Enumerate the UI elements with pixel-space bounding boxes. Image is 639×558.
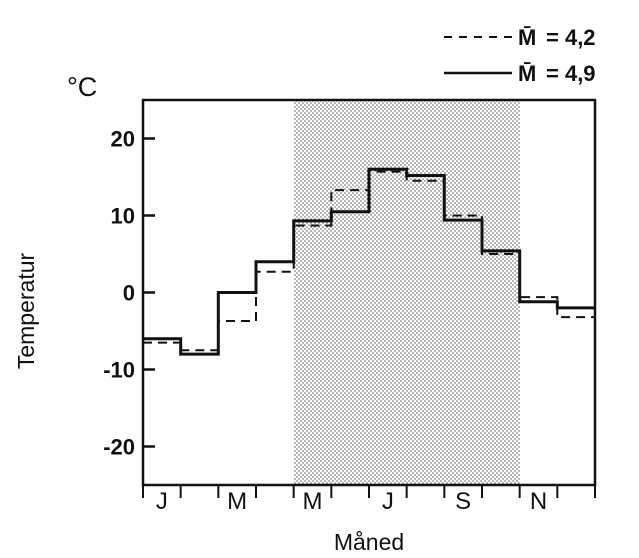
x-tick-label: M	[303, 488, 323, 515]
y-tick-label: 20	[111, 127, 135, 152]
unit-label: °C	[67, 72, 97, 102]
x-tick-label: J	[382, 488, 394, 515]
shaded-season-band	[293, 100, 520, 485]
y-tick-label: -10	[103, 358, 135, 383]
legend-value-dashed: = 4,2	[546, 25, 596, 50]
x-axis-title: Måned	[334, 529, 404, 555]
y-tick-label: 0	[123, 281, 135, 306]
x-tick-label: N	[530, 488, 547, 515]
legend-symbol-dashed: M̄	[518, 25, 536, 50]
x-tick-label: M	[227, 488, 247, 515]
legend: M̄ = 4,2 M̄ = 4,9	[444, 25, 596, 86]
legend-symbol-solid: M̄	[518, 61, 536, 86]
y-tick-label: -20	[103, 435, 135, 460]
y-axis-title: Temperatur	[13, 252, 39, 369]
y-tick-label: 10	[111, 204, 135, 229]
legend-value-solid: = 4,9	[546, 61, 596, 86]
x-tick-label: J	[156, 488, 168, 515]
series-solid-line	[143, 167, 595, 356]
x-tick-label: S	[455, 488, 471, 515]
